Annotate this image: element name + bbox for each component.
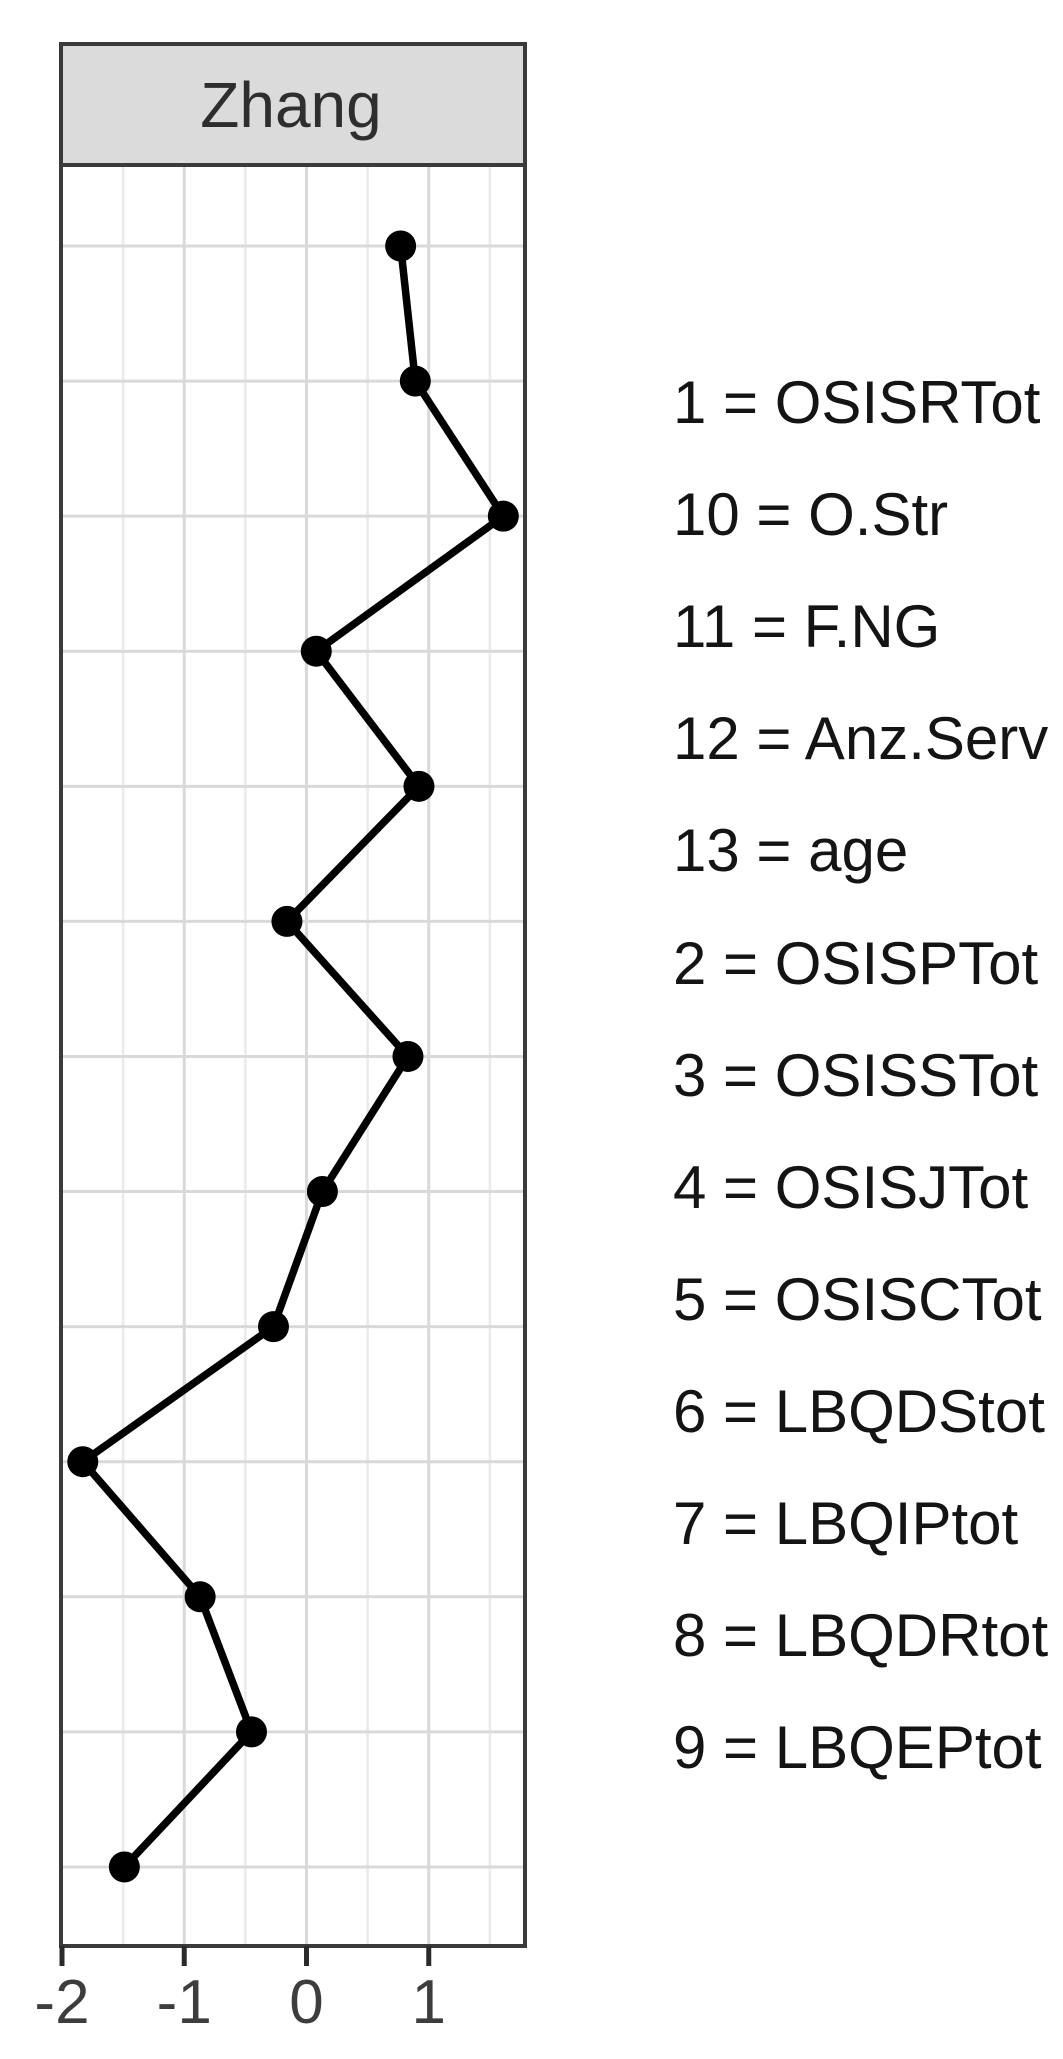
data-point bbox=[306, 1176, 338, 1208]
panel bbox=[59, 161, 527, 1948]
facet-strip: Zhang bbox=[59, 42, 527, 167]
gridlines-major-vertical bbox=[182, 165, 431, 1944]
series-zhang bbox=[67, 230, 519, 1883]
data-points bbox=[67, 230, 519, 1883]
x-axis-tick-labels: -2 -1 0 1 bbox=[34, 1968, 446, 2037]
data-point bbox=[108, 1851, 140, 1883]
data-point bbox=[385, 230, 417, 262]
x-axis: -2 -1 0 1 bbox=[34, 1946, 446, 2037]
x-tick-label: -1 bbox=[157, 1968, 212, 2037]
facet-title: Zhang bbox=[200, 69, 381, 141]
data-point bbox=[235, 1716, 267, 1748]
data-point bbox=[300, 635, 332, 667]
gridlines-minor bbox=[121, 165, 492, 1944]
data-point bbox=[67, 1446, 99, 1478]
data-point bbox=[392, 1040, 424, 1072]
x-axis-ticks bbox=[59, 1946, 432, 1966]
data-point bbox=[257, 1311, 289, 1343]
data-point bbox=[403, 770, 435, 802]
x-tick-label: -2 bbox=[34, 1968, 89, 2037]
panel-background bbox=[61, 163, 525, 1946]
facet-strip-background bbox=[59, 42, 527, 167]
data-point bbox=[487, 500, 519, 532]
data-point bbox=[271, 905, 303, 937]
x-tick-label: 1 bbox=[412, 1968, 446, 2037]
x-tick-label: 0 bbox=[289, 1968, 323, 2037]
data-point bbox=[399, 365, 431, 397]
data-point bbox=[184, 1581, 216, 1613]
